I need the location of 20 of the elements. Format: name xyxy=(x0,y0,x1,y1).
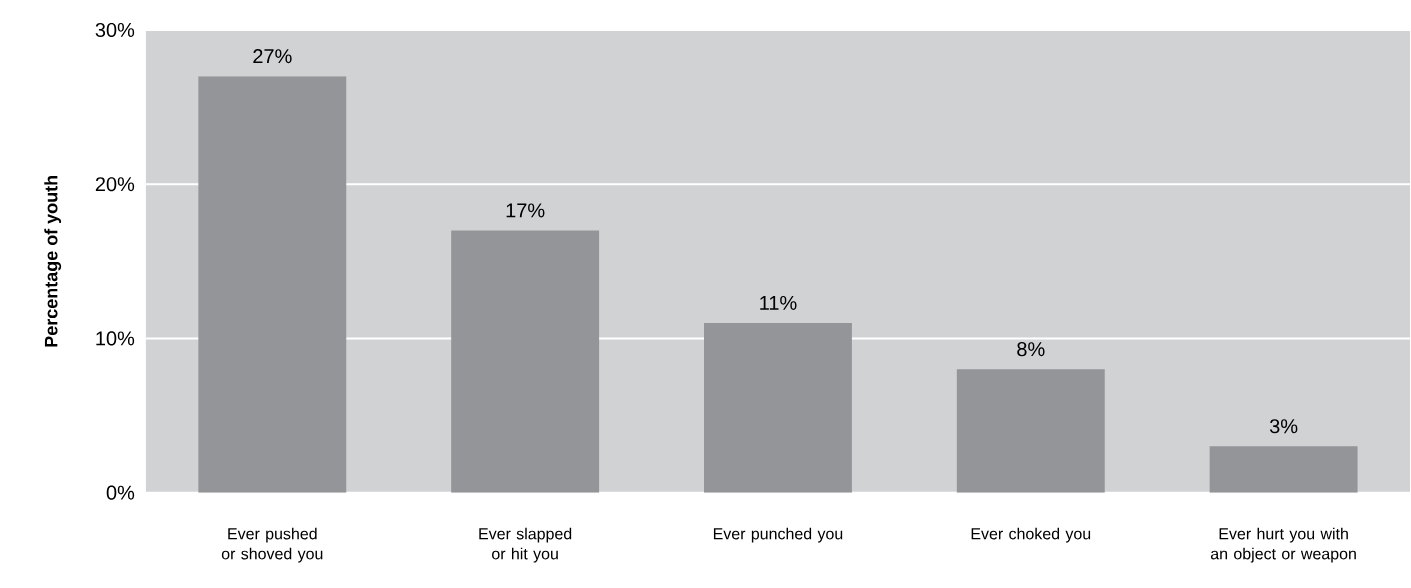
x-tick-label: Ever slapped or hit you xyxy=(479,527,572,563)
y-tick-label: 10% xyxy=(96,331,135,346)
x-tick-label: Ever hurt you with an object or weapon xyxy=(1210,527,1356,563)
data-label: 3% xyxy=(1269,419,1298,434)
data-label: 27% xyxy=(253,49,292,64)
y-tick-label: 20% xyxy=(95,177,135,192)
data-label: 8% xyxy=(1017,342,1045,357)
bar xyxy=(198,76,347,493)
y-tick-label: 0% xyxy=(106,485,135,500)
y-axis-title: Percentage of youth xyxy=(44,176,62,347)
x-tick-label: Ever choked you xyxy=(971,527,1091,543)
x-tick-label: Ever pushed or shoved you xyxy=(221,527,323,563)
bar xyxy=(451,230,600,493)
bar xyxy=(704,323,852,493)
bar xyxy=(956,369,1105,493)
bar xyxy=(1209,446,1358,493)
y-tick-label: 30% xyxy=(95,23,135,38)
data-label: 11% xyxy=(760,296,797,311)
data-label: 17% xyxy=(506,203,545,218)
x-tick-label: Ever punched you xyxy=(713,527,843,543)
